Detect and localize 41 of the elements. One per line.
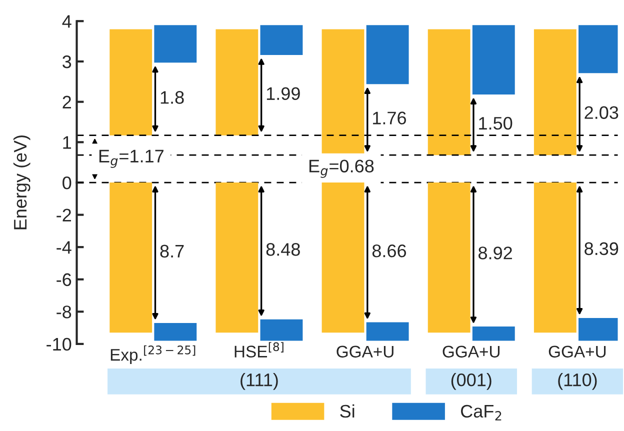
annotation: 1.50 — [479, 116, 512, 130]
y-tick-label: -8 — [56, 306, 72, 318]
annotation: 8.66 — [372, 244, 406, 258]
annotation: 1.8 — [160, 91, 184, 104]
annotation: 8.48 — [266, 243, 300, 256]
bar — [534, 182, 576, 333]
legend-label: CaF$_{2}$ — [461, 404, 502, 420]
legend-label: Si — [340, 404, 354, 418]
annotation: 8.7 — [160, 244, 184, 258]
bar — [216, 182, 258, 333]
text: (111) — [240, 373, 278, 390]
y-tick-label: 3 — [62, 55, 72, 68]
bar — [154, 322, 197, 341]
bar — [260, 319, 303, 341]
y-axis-title: Energy (eV) — [13, 135, 30, 230]
annotation: 2.03 — [584, 106, 618, 119]
y-tick-label: 1 — [63, 136, 72, 149]
ref-line-label: E$_{g}$=0.68 — [309, 160, 374, 178]
text: (001) — [451, 373, 492, 390]
annotation: 8.39 — [584, 242, 618, 256]
y-tick-label: 4 — [62, 15, 72, 28]
bar — [110, 182, 152, 333]
x-tick-label: GGA+U — [442, 346, 500, 358]
annotation: 1.99 — [266, 87, 300, 100]
x-tick-label: GGA+U — [336, 346, 394, 358]
y-tick-label: -2 — [56, 208, 71, 222]
bar — [472, 326, 515, 341]
y-tick-label: -6 — [56, 273, 72, 286]
legend-label: E$_{g}$=1.17 — [99, 150, 164, 168]
y-tick-label: 2 — [62, 96, 71, 108]
y-tick-label: -10 — [46, 338, 72, 351]
x-tick-label: Exp.$^{[23−25]}$ — [110, 345, 196, 364]
annotation: 1.76 — [373, 112, 406, 124]
y-tick-label: 0 — [62, 176, 72, 190]
bar — [428, 182, 470, 333]
bar — [366, 322, 409, 341]
text: (110) — [558, 373, 597, 390]
annotation: 8.92 — [478, 246, 512, 260]
x-tick-label: HSE$^{[8]}$ — [234, 342, 284, 358]
y-tick-label: -4 — [56, 241, 72, 254]
x-tick-label: GGA+U — [548, 346, 606, 358]
